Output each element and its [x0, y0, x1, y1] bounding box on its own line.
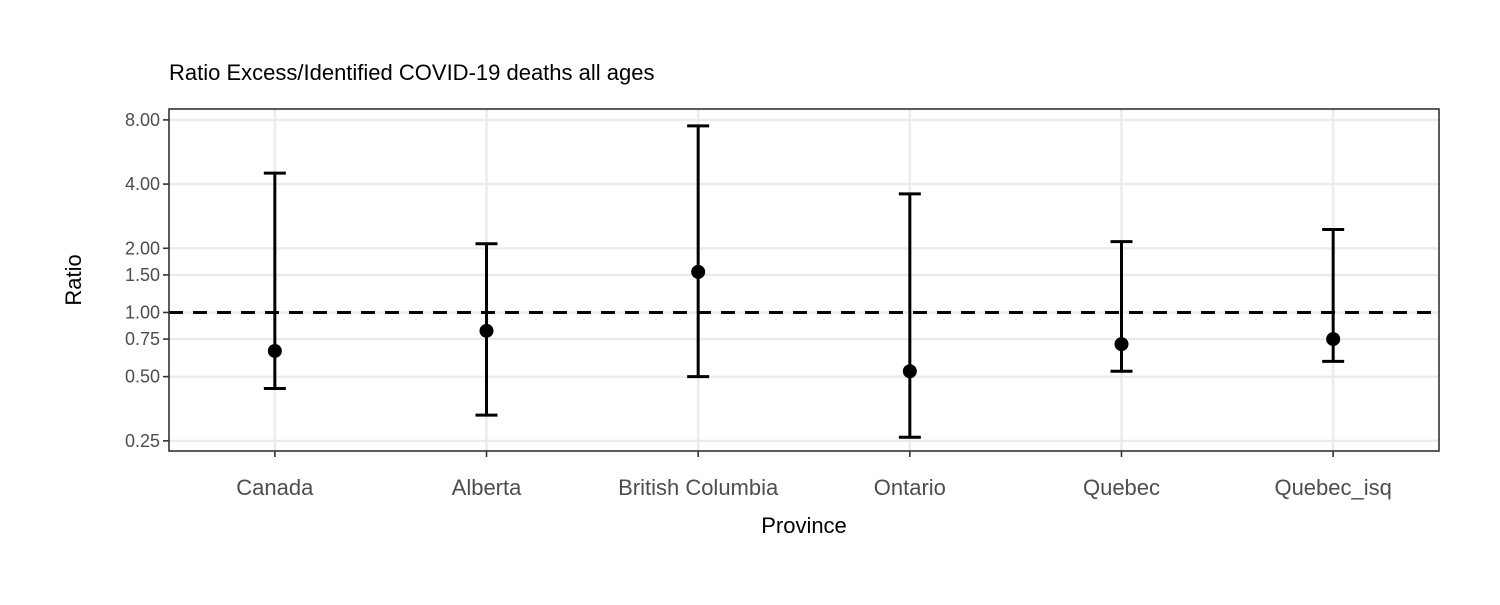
data-point [1114, 337, 1129, 352]
x-tick-label: Canada [236, 475, 314, 500]
data-point [902, 364, 917, 379]
y-tick-label: 0.75 [125, 329, 160, 349]
y-tick-label: 2.00 [125, 238, 160, 258]
axis-layer: 0.25 0.50 0.75 1.00 1.50 2.00 4.00 8.00 Canada Al… [125, 110, 1392, 500]
data-point [479, 323, 494, 338]
data-point [1326, 332, 1341, 347]
x-tick-label: Alberta [452, 475, 522, 500]
x-tick-label: British Columbia [618, 475, 779, 500]
y-axis-label: Ratio [61, 254, 86, 305]
data-point [691, 264, 706, 279]
y-tick-label: 1.50 [125, 265, 160, 285]
chart-title: Ratio Excess/Identified COVID-19 deaths … [169, 60, 654, 85]
y-tick-label: 0.25 [125, 431, 160, 451]
x-tick-label: Quebec [1083, 475, 1160, 500]
data-point [267, 343, 282, 358]
panel-border [168, 108, 1440, 452]
y-tick-label: 0.50 [125, 367, 160, 387]
data-layer [263, 124, 1345, 439]
x-tick-label: Quebec_isq [1274, 475, 1391, 500]
x-axis-label: Province [761, 513, 847, 538]
y-tick-label: 8.00 [125, 110, 160, 130]
y-tick-label: 1.00 [125, 302, 160, 322]
y-tick-label: 4.00 [125, 174, 160, 194]
grid-layer [169, 109, 1439, 451]
x-tick-label: Ontario [874, 475, 946, 500]
